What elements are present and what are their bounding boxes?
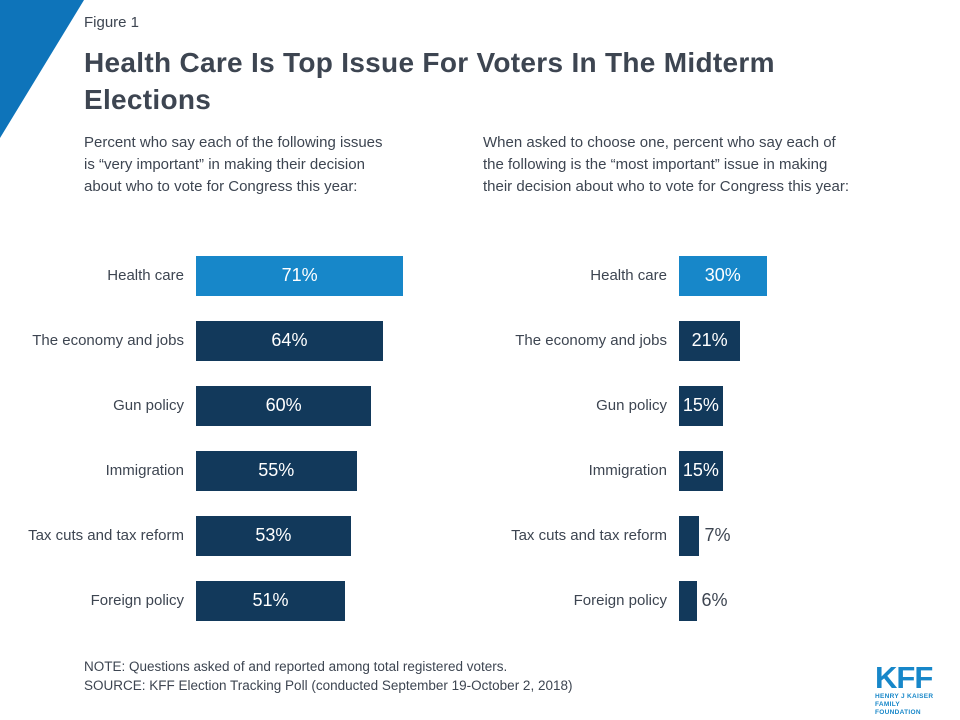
kff-logo-acronym: KFF: [875, 660, 933, 695]
category-label: Gun policy: [113, 397, 184, 414]
bar-row: The economy and jobs 64%: [28, 308, 473, 373]
bar-value-label: 64%: [271, 330, 308, 350]
bar-row: The economy and jobs 21%: [497, 308, 942, 373]
bar-row: Immigration 55%: [28, 438, 473, 503]
bar-value-label: 21%: [691, 330, 728, 350]
bar-value-label: 15%: [682, 460, 719, 480]
category-label: Health care: [107, 267, 184, 284]
bar-value-label: 71%: [281, 265, 318, 285]
kff-logo: KFF HENRY J KAISER FAMILY FOUNDATION: [875, 660, 945, 717]
bar-row: Foreign policy 51%: [28, 568, 473, 633]
bar-value-label: 15%: [682, 395, 719, 415]
bar-row: Health care 30%: [497, 243, 942, 308]
bar-value-label: 7%: [704, 525, 731, 545]
bar: 15%: [679, 450, 723, 491]
bar: 7%: [679, 515, 730, 556]
chart-very-important: Health care 71% The economy and jobs 64%…: [28, 243, 473, 633]
bar: 6%: [679, 580, 728, 621]
page-title: Health Care Is Top Issue For Voters In T…: [84, 47, 775, 115]
figure-label: Figure 1: [84, 14, 140, 31]
bar: 60%: [196, 385, 372, 426]
kff-logo-subtext-line2: FAMILY FOUNDATION: [875, 701, 921, 716]
category-label: Immigration: [105, 462, 184, 479]
bar-row: Gun policy 60%: [28, 373, 473, 438]
category-label: The economy and jobs: [515, 332, 667, 349]
bar-value-label: 6%: [701, 590, 728, 610]
corner-triangle-decoration: [0, 0, 84, 138]
kff-logo-subtext-line1: HENRY J KAISER: [875, 693, 934, 700]
bar: 55%: [196, 450, 357, 491]
bar-value-label: 30%: [704, 265, 741, 285]
bar: 64%: [196, 320, 383, 361]
bar: 53%: [196, 515, 351, 556]
source-text: SOURCE: KFF Election Tracking Poll (cond…: [84, 678, 573, 693]
bar-value-label: 51%: [252, 590, 289, 610]
category-label: Immigration: [588, 462, 667, 479]
category-label: Foreign policy: [573, 592, 667, 609]
bar-value-label: 53%: [255, 525, 292, 545]
category-label: The economy and jobs: [32, 332, 184, 349]
bar: 21%: [679, 320, 741, 361]
bar-row: Tax cuts and tax reform 7%: [497, 503, 942, 568]
chart-most-important: Health care 30% The economy and jobs 21%…: [497, 243, 942, 633]
bar-value-label: 55%: [258, 460, 295, 480]
footnote-block: NOTE: Questions asked of and reported am…: [84, 657, 572, 695]
bar-row: Health care 71%: [28, 243, 473, 308]
chart-left-subtitle: Percent who say each of the following is…: [84, 134, 383, 195]
category-label: Tax cuts and tax reform: [511, 527, 667, 544]
bar-row: Tax cuts and tax reform 53%: [28, 503, 473, 568]
chart-right-subtitle: When asked to choose one, percent who sa…: [483, 134, 850, 195]
note-text: NOTE: Questions asked of and reported am…: [84, 659, 508, 674]
bar-value-label: 60%: [265, 395, 302, 415]
bar: 30%: [679, 255, 767, 296]
category-label: Foreign policy: [90, 592, 184, 609]
bar-row: Foreign policy 6%: [497, 568, 942, 633]
bar: 15%: [679, 385, 723, 426]
category-label: Gun policy: [596, 397, 667, 414]
bar-row: Immigration 15%: [497, 438, 942, 503]
category-label: Tax cuts and tax reform: [28, 527, 184, 544]
bar-row: Gun policy 15%: [497, 373, 942, 438]
bar: 51%: [196, 580, 345, 621]
bar: 71%: [196, 255, 404, 296]
category-label: Health care: [590, 267, 667, 284]
